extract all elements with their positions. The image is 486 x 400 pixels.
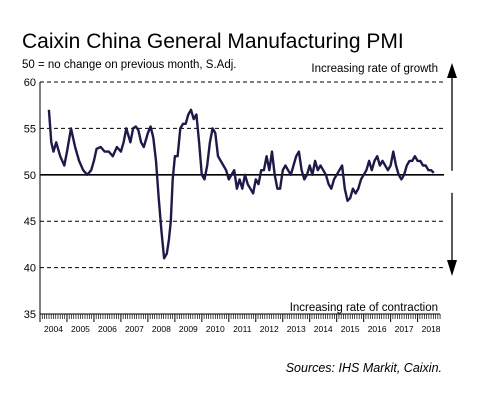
x-tick-label: 2006 (98, 324, 117, 334)
x-tick-label: 2004 (44, 324, 63, 334)
y-tick-label: 35 (24, 309, 36, 321)
x-tick-label: 2008 (152, 324, 171, 334)
y-tick-label: 45 (24, 216, 36, 228)
y-tick-label: 40 (24, 263, 36, 275)
x-tick-label: 2005 (71, 324, 90, 334)
x-tick-label: 2010 (206, 324, 225, 334)
x-tick-label: 2015 (341, 324, 360, 334)
grid-lines (40, 81, 444, 269)
annotation-growth: Increasing rate of growth (311, 63, 438, 75)
x-tick-label: 2007 (125, 324, 144, 334)
y-tick-label: 50 (24, 170, 36, 182)
arrow-down-icon (447, 260, 457, 276)
chart-title: Caixin China General Manufacturing PMI (22, 30, 404, 53)
annotations: Increasing rate of growth Increasing rate… (290, 63, 457, 314)
x-tick-label: 2013 (287, 324, 306, 334)
annotation-contraction: Increasing rate of contraction (290, 302, 438, 314)
x-tick-label: 2016 (368, 324, 387, 334)
chart-subtitle: 50 = no change on previous month, S.Adj. (22, 59, 237, 71)
axes: 35 40 45 50 55 60 2004 2005 2006 2007 2008 2009 2010… (24, 77, 441, 334)
arrow-up-icon (447, 63, 457, 78)
y-tick-label: 60 (24, 77, 36, 89)
x-tick-label: 2018 (422, 324, 441, 334)
pmi-series-line (47, 108, 435, 260)
source-note: Sources: IHS Markit, Caixin. (285, 361, 442, 375)
x-tick-label: 2017 (395, 324, 414, 334)
y-tick-label: 55 (24, 123, 36, 135)
x-tick-label: 2009 (179, 324, 198, 334)
series-layer (47, 108, 435, 260)
x-tick-label: 2012 (260, 324, 279, 334)
x-tick-label: 2014 (314, 324, 333, 334)
x-tick-label: 2011 (233, 324, 252, 334)
